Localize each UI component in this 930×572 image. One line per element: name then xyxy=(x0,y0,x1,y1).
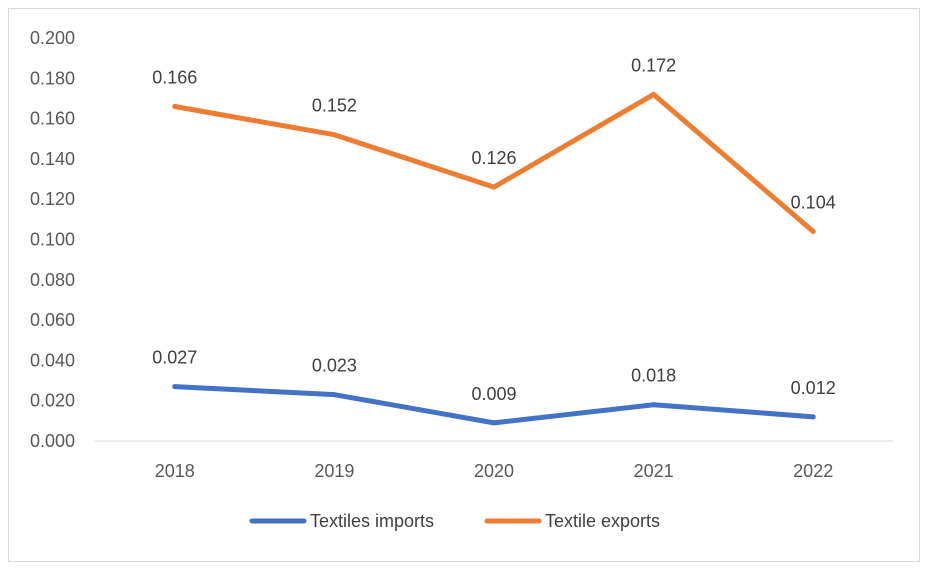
data-point xyxy=(651,402,657,408)
data-label: 0.104 xyxy=(791,192,836,212)
y-tick-label: 0.000 xyxy=(30,431,75,451)
y-tick-label: 0.160 xyxy=(30,109,75,129)
data-point xyxy=(491,184,497,190)
data-point xyxy=(651,91,657,97)
data-point xyxy=(810,414,816,420)
data-label: 0.166 xyxy=(152,68,197,88)
data-label: 0.172 xyxy=(631,55,676,75)
chart-frame xyxy=(8,8,920,562)
data-label: 0.009 xyxy=(471,384,516,404)
data-point xyxy=(172,104,178,110)
x-tick-label: 2022 xyxy=(793,461,833,481)
y-tick-label: 0.140 xyxy=(30,149,75,169)
x-tick-label: 2019 xyxy=(314,461,354,481)
data-label: 0.018 xyxy=(631,366,676,386)
data-label: 0.152 xyxy=(312,96,357,116)
data-point xyxy=(172,384,178,390)
legend-label-2: Textile exports xyxy=(545,511,660,531)
data-label: 0.023 xyxy=(312,356,357,376)
y-tick-label: 0.080 xyxy=(30,270,75,290)
y-tick-label: 0.020 xyxy=(30,391,75,411)
x-tick-label: 2018 xyxy=(155,461,195,481)
y-tick-label: 0.200 xyxy=(30,28,75,48)
data-point xyxy=(331,132,337,138)
data-label: 0.126 xyxy=(471,148,516,168)
data-label: 0.027 xyxy=(152,348,197,368)
y-tick-label: 0.120 xyxy=(30,189,75,209)
data-label: 0.012 xyxy=(791,378,836,398)
data-point xyxy=(331,392,337,398)
legend-label-1: Textiles imports xyxy=(310,511,434,531)
y-tick-label: 0.060 xyxy=(30,310,75,330)
y-tick-label: 0.100 xyxy=(30,230,75,250)
y-tick-label: 0.040 xyxy=(30,350,75,370)
data-point xyxy=(491,420,497,426)
y-tick-label: 0.180 xyxy=(30,68,75,88)
x-tick-label: 2021 xyxy=(634,461,674,481)
x-tick-label: 2020 xyxy=(474,461,514,481)
data-point xyxy=(810,228,816,234)
